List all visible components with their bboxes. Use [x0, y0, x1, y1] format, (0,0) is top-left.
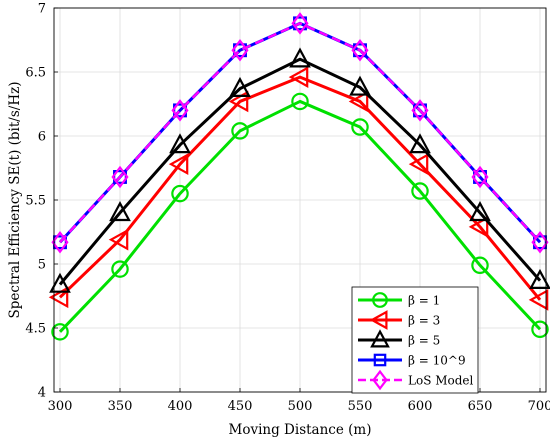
data-point: [289, 47, 311, 68]
legend-label: β = 5: [408, 334, 440, 348]
data-point: [408, 153, 429, 176]
y-tick-label: 6.5: [25, 66, 46, 81]
x-tick-label: 500: [288, 399, 313, 414]
data-point: [291, 92, 309, 111]
data-point: [411, 99, 429, 122]
series-3: [49, 47, 550, 293]
y-tick-label: 7: [38, 2, 46, 17]
data-point: [288, 66, 309, 88]
legend-entry: LoS Model: [358, 369, 474, 391]
data-point: [529, 268, 550, 289]
x-tick-label: 350: [108, 399, 133, 414]
legend-label: β = 3: [408, 314, 440, 328]
series-line: [58, 75, 542, 301]
series-2: [48, 66, 549, 311]
series-line: [58, 57, 542, 286]
x-tick-label: 400: [168, 399, 193, 414]
data-point: [231, 38, 249, 62]
data-point: [348, 90, 369, 113]
series-line: [58, 99, 542, 333]
data-point: [109, 201, 131, 222]
data-point: [369, 310, 388, 330]
data-point: [471, 165, 489, 189]
x-tick-label: 300: [48, 399, 73, 414]
series-line: [59, 22, 541, 244]
legend-entry: β = 3: [358, 310, 440, 330]
y-axis-label: Spectral Efficiency SE(t) (bit/s/Hz): [7, 82, 23, 319]
data-point: [531, 320, 549, 339]
data-point: [168, 153, 189, 176]
legend-entry: β = 1: [358, 292, 440, 308]
legend: β = 1 β = 3 β = 5 β = 10^9 LoS Model: [351, 286, 479, 394]
series-1: [51, 92, 549, 341]
data-point: [169, 133, 191, 154]
data-point: [469, 201, 491, 222]
x-tick-label: 550: [348, 399, 373, 414]
legend-entry: β = 5: [358, 329, 440, 348]
x-tick-label: 450: [228, 399, 253, 414]
data-point: [49, 272, 71, 293]
series-5: [51, 12, 549, 254]
data-point: [171, 184, 189, 203]
data-point: [111, 260, 129, 278]
legend-label: LoS Model: [408, 374, 474, 388]
data-point: [528, 288, 549, 311]
data-point: [108, 228, 129, 251]
data-point: [351, 38, 369, 62]
y-tick-label: 5: [38, 258, 46, 273]
x-tick-label: 650: [468, 399, 493, 414]
grid: [54, 7, 546, 393]
data-point: [229, 76, 251, 97]
data-point: [411, 182, 429, 200]
data-point: [351, 118, 369, 136]
x-tick-label: 700: [528, 399, 550, 414]
y-tick-label: 4.5: [25, 322, 46, 337]
data-point: [51, 230, 69, 254]
legend-label: β = 10^9: [408, 354, 466, 368]
data-point: [291, 12, 309, 35]
data-point: [372, 369, 388, 391]
x-tick-label: 600: [408, 399, 433, 414]
data-point: [111, 165, 129, 189]
data-point: [228, 90, 249, 113]
data-point: [531, 230, 549, 254]
data-point: [51, 323, 69, 341]
y-tick-label: 5.5: [25, 194, 46, 209]
legend-label: β = 1: [408, 294, 440, 308]
series-layer: [48, 12, 550, 341]
y-tick-label: 6: [38, 130, 46, 145]
y-tick-label: 4: [38, 386, 46, 401]
data-point: [409, 133, 431, 154]
data-point: [370, 329, 390, 348]
legend-entry: β = 10^9: [358, 354, 466, 368]
plot-frame: [53, 7, 547, 393]
data-point: [231, 122, 249, 140]
tick-labels: 300 350 400 450 500 550 600 650 700 4 4.5 5 5.5 6 6.5 7: [25, 2, 550, 415]
data-point: [349, 75, 371, 96]
x-axis-label: Moving Distance (m): [229, 422, 372, 438]
data-point: [471, 256, 489, 275]
data-point: [372, 292, 388, 308]
data-point: [468, 216, 489, 238]
data-point: [171, 99, 189, 122]
data-point: [373, 353, 387, 367]
axes: [53, 7, 547, 393]
